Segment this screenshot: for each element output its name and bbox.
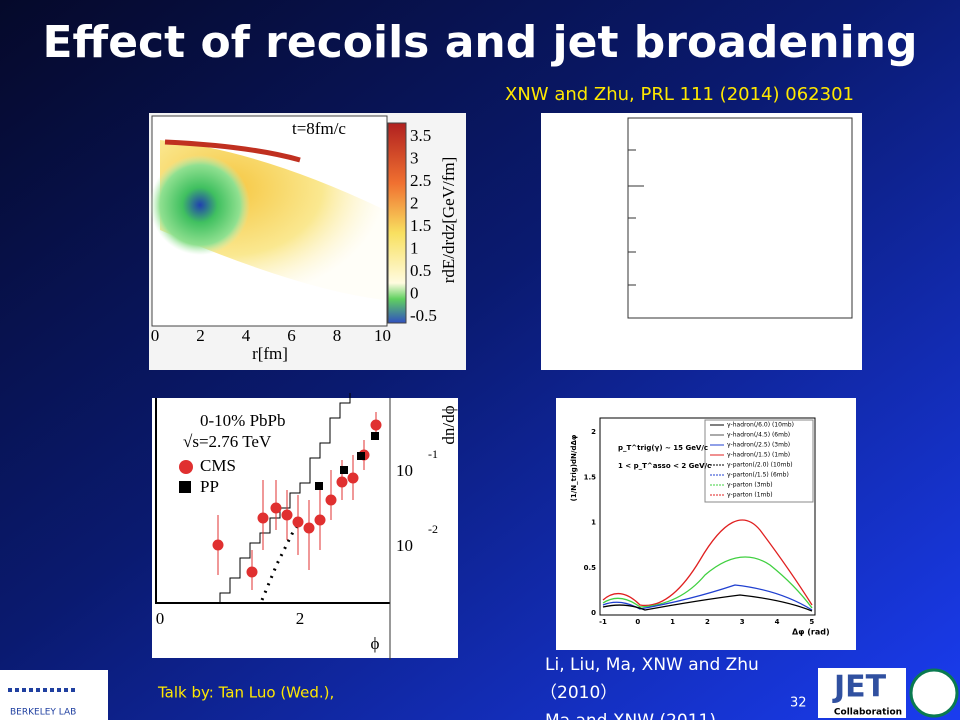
legend-entry: γ-parton (1mb) <box>727 492 773 499</box>
cms-points <box>212 412 382 590</box>
colorbar-tick: 1.5 <box>410 216 431 235</box>
logo-text: BERKELEY LAB <box>10 708 76 718</box>
plot-frame <box>599 417 816 616</box>
axes <box>155 398 390 604</box>
annotation: √s=2.76 TeV <box>183 432 272 451</box>
correlation-panel: γ-hadron(/6.0) (10mb) γ-hadron(/4.5) (6mb… <box>556 398 856 650</box>
colorbar-tick: 3 <box>410 148 419 167</box>
legend-entry: γ-parton (3mb) <box>727 482 773 489</box>
citation: XNW and Zhu, PRL 111 (2014) 062301 <box>505 84 854 105</box>
x-tick-label: 1 <box>670 618 675 626</box>
university-seal <box>909 668 959 718</box>
tick-marks <box>628 149 644 286</box>
logo-text: Collaboration <box>834 708 902 718</box>
citation-line: Li, Liu, Ma, XNW and Zhu <box>545 655 759 675</box>
colorbar-tick: 0.5 <box>410 261 431 280</box>
heat-ridge <box>164 139 301 163</box>
x-tick-label: 2 <box>296 609 305 628</box>
x-tick-label: 0 <box>156 609 165 628</box>
legend-entry: γ-hadron(/2.5) (3mb) <box>727 442 790 449</box>
page-number: 32 <box>790 696 807 711</box>
x-tick-label: 0 <box>635 618 640 626</box>
legend-marker <box>179 481 191 493</box>
annotation: 0-10% PbPb <box>200 411 285 430</box>
legend-marker <box>179 460 193 474</box>
colorbar-tick: 0 <box>410 283 419 302</box>
legend-entry: CMS <box>200 456 236 475</box>
empty-panel <box>541 113 862 370</box>
time-label: t=8fm/c <box>292 119 346 138</box>
cut-label: 1 < p_T^asso < 2 GeV/c <box>618 462 711 470</box>
citation-line: （2010） <box>540 683 617 703</box>
y-label: (1/N_trig)dN/dΔφ <box>570 434 578 501</box>
colorbar-label: rdE/drdz[GeV/fm] <box>439 157 458 284</box>
y-tick-label: 2 <box>591 428 596 436</box>
x-tick-label: 4 <box>242 326 251 345</box>
heat-blob <box>150 155 250 255</box>
pp-histogram <box>219 393 351 603</box>
jet-logo <box>818 668 906 718</box>
panel-bg <box>541 113 862 370</box>
x-label: r[fm] <box>252 344 288 363</box>
x-tick-label: 0 <box>151 326 160 345</box>
colorbar-tick: 3.5 <box>410 126 431 145</box>
colorbar-tick: 2 <box>410 193 419 212</box>
x-tick-label: -1 <box>599 618 607 626</box>
x-tick-label: 3 <box>740 618 745 626</box>
x-tick-label: 2 <box>196 326 205 345</box>
y-tick-label: 1.5 <box>584 473 597 481</box>
x-tick-label: 5 <box>809 618 814 626</box>
cut-label: p_T^trig(γ) ~ 15 GeV/c <box>618 444 708 452</box>
heatmap-panel: t=8fm/c 3.5 3 2.5 2 1.5 1 0.5 0 -0.5 rdE/drdz[Ge… <box>149 113 466 370</box>
talk-note: Talk by: Tan Luo (Wed.), <box>157 684 334 702</box>
curves <box>602 519 813 612</box>
colorbar-tick: 1 <box>410 238 419 257</box>
y-tick-label: 10 <box>396 461 413 480</box>
slide-title: Effect of recoils and jet broadening <box>43 17 918 68</box>
legend-entry: PP <box>200 477 219 496</box>
x-tick-label: 10 <box>374 326 391 345</box>
y-tick-label: 10 <box>396 536 413 555</box>
x-tick-label: 6 <box>287 326 296 345</box>
y-tick-label: 0.5 <box>584 564 597 572</box>
legend-box <box>704 419 814 503</box>
x-label: Δφ (rad) <box>792 628 830 637</box>
legend-entry: γ-hadron(/1.5) (1mb) <box>727 452 790 459</box>
logo-text: JET <box>832 670 887 705</box>
colorbar <box>387 122 407 324</box>
y-tick-exp: -1 <box>428 447 438 461</box>
x-tick-label: 8 <box>333 326 342 345</box>
y-label: dn/dϕ <box>439 405 458 444</box>
citation-line: Ma and XNW (2011) <box>545 711 716 720</box>
legend-entry: γ-parton(/1.5) (6mb) <box>727 472 789 479</box>
x-tick-label: 4 <box>775 618 780 626</box>
x-label: ϕ <box>371 634 380 653</box>
legend-entry: γ-hadron(/6.0) (10mb) <box>727 422 794 429</box>
pp-points <box>315 432 379 490</box>
legend-entry: γ-hadron(/4.5) (6mb) <box>727 432 790 439</box>
y-tick-label: 1 <box>591 519 596 527</box>
y-tick-label: 0 <box>591 609 596 617</box>
lab-logo <box>0 670 108 720</box>
y-tick-exp: -2 <box>428 522 438 536</box>
colorbar-tick: -0.5 <box>410 306 437 325</box>
distribution-panel: 0-10% PbPb √s=2.76 TeV CMS PP 0 2 ϕ dn/d… <box>152 393 458 660</box>
colorbar-tick: 2.5 <box>410 171 431 190</box>
model-dots <box>260 517 304 601</box>
x-tick-label: 2 <box>705 618 710 626</box>
legend-entry: γ-parton(/2.0) (10mb) <box>727 462 793 469</box>
